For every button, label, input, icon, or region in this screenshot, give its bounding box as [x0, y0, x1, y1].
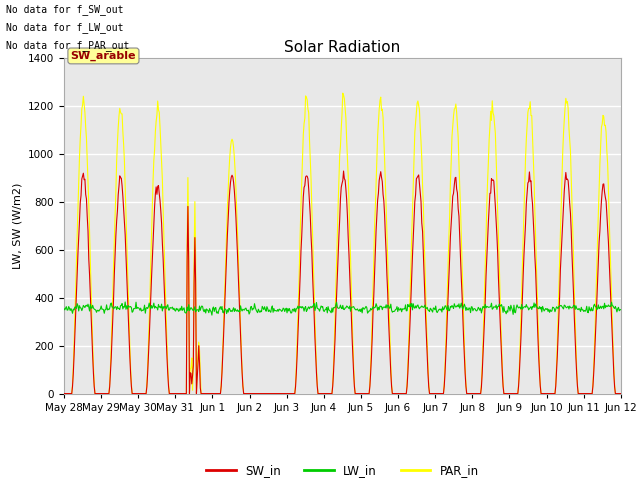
- Y-axis label: LW, SW (W/m2): LW, SW (W/m2): [12, 182, 22, 269]
- Text: No data for f_LW_out: No data for f_LW_out: [6, 22, 124, 33]
- Text: No data for f_SW_out: No data for f_SW_out: [6, 4, 124, 15]
- Text: SW_arable: SW_arable: [70, 51, 136, 61]
- Text: No data for f_PAR_out: No data for f_PAR_out: [6, 40, 130, 51]
- Legend: SW_in, LW_in, PAR_in: SW_in, LW_in, PAR_in: [202, 459, 483, 480]
- Title: Solar Radiation: Solar Radiation: [284, 40, 401, 55]
